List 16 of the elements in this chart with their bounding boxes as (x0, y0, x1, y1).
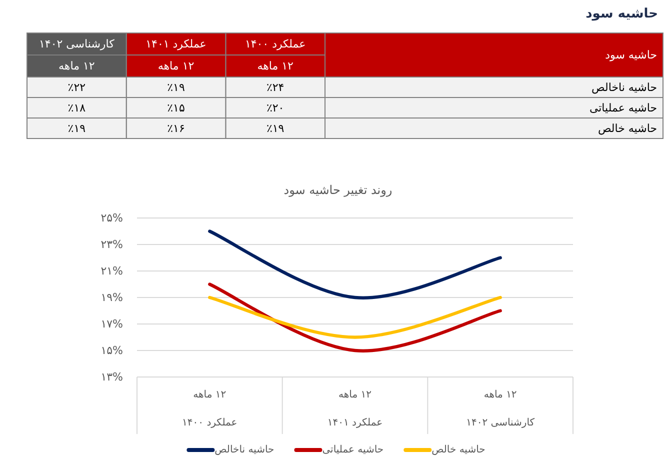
y-tick-label: ۱۵% (100, 344, 123, 357)
y-tick-label: ۲۱% (100, 264, 123, 278)
legend-label: حاشیه ناخالص (214, 444, 274, 456)
text: حاشیه سود (586, 6, 658, 22)
table: حاشیه سود عملکرد ۱۴۰۰ ۱۲ ماهه عملکرد ۱۴۰۱ ۱۲ ماهه کارشناسی ۱۴۰۲ ۱۲ ماهه حاشیه ناخالص ٪۲۴ ٪۱۹ ٪۲۲ حاشیه عملیاتی ٪۲۰ ٪۱۵ ٪۱۸ حاشیه خالص ٪۱۹ ٪۱۶ ٪۱۹ (26, 32, 664, 139)
category-label: ۱۲ ماهه کارشناسی ۱۴۰۲ (466, 390, 535, 428)
y-tick-label: ۱۷% (100, 318, 123, 330)
y-tick-label: ۲۵% (100, 212, 123, 224)
category-label: ۱۲ ماهه عملکرد ۱۴۰۰ (182, 390, 238, 428)
legend-label: حاشیه عملیاتی (322, 444, 384, 456)
y-tick-label: ۱۳% (100, 370, 123, 384)
y-tick-label: ۲۳% (100, 238, 123, 251)
category-label: ۱۲ ماهه عملکرد ۱۴۰۱ (327, 390, 383, 428)
chart-title: روند تغییر حاشیه سود (284, 183, 392, 197)
y-tick-label: ۱۹% (100, 291, 123, 304)
legend-label: حاشیه خالص (432, 444, 486, 456)
